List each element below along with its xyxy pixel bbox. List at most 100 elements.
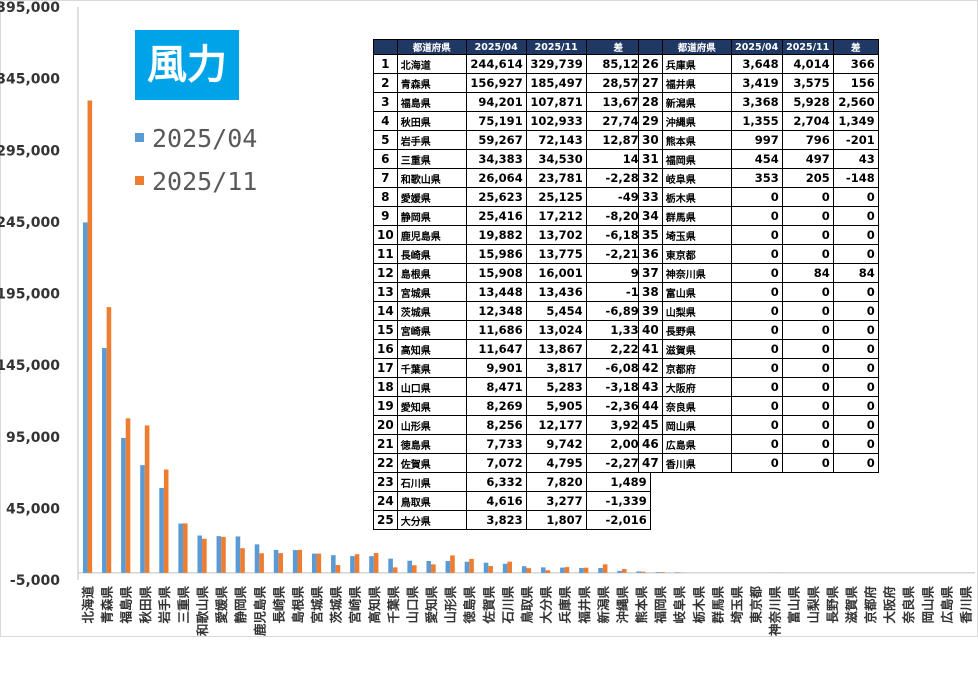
bar-2025-11: [221, 536, 226, 573]
table-row: 9 静岡県 25,416 17,212 -8,204: [373, 206, 651, 226]
value-diff: 1,349: [832, 111, 879, 131]
row-number: 13: [373, 282, 398, 302]
x-tick-label: 埼玉県: [729, 586, 744, 624]
prefecture-name: 兵庫県: [661, 54, 732, 74]
value-2025-11: 2,704: [781, 111, 834, 131]
x-tick-label: 北海道: [81, 586, 96, 624]
prefecture-name: 高知県: [396, 339, 467, 359]
value-diff: -6,894: [585, 301, 651, 321]
value-2025-11: 5,283: [525, 377, 587, 397]
prefecture-name: 千葉県: [396, 358, 467, 378]
bar-2025-11: [182, 523, 188, 573]
row-number: 36: [638, 244, 663, 264]
x-tick-label: 奈良県: [901, 586, 916, 625]
bar-2025-11: [507, 561, 513, 573]
bar-2025-11: [641, 571, 646, 573]
bar-2025-04: [521, 566, 527, 573]
value-2025-04: 0: [730, 263, 783, 283]
value-2025-04: 15,986: [465, 244, 527, 264]
bar-2025-11: [106, 307, 112, 573]
value-2025-04: 11,686: [465, 320, 527, 340]
value-diff: 156: [832, 73, 879, 93]
header-prefecture: 都道府県: [661, 39, 732, 55]
value-2025-04: 94,201: [465, 92, 527, 112]
row-number: 34: [638, 206, 663, 226]
prefecture-name: 広島県: [661, 434, 732, 454]
bar-2025-04: [159, 487, 164, 573]
prefecture-name: 鳥取県: [396, 491, 467, 511]
value-diff: 0: [832, 282, 879, 302]
table-row: 36 東京都 0 0 0: [638, 244, 879, 264]
x-tick-label: 愛知県: [424, 586, 439, 624]
value-2025-11: 5,928: [781, 92, 834, 112]
value-2025-11: 0: [781, 396, 834, 416]
value-2025-11: 796: [781, 130, 834, 150]
value-2025-11: 34,530: [525, 149, 587, 169]
prefecture-name: 三重県: [396, 149, 467, 169]
value-diff: 0: [832, 434, 879, 454]
value-2025-11: 0: [781, 225, 834, 245]
row-number: 31: [638, 149, 663, 169]
bar-2025-11: [488, 565, 493, 573]
x-tick-label: 岡山県: [920, 586, 935, 624]
prefecture-name: 福岡県: [661, 149, 732, 169]
value-diff: 0: [832, 377, 879, 397]
x-tick-label: 山口県: [405, 586, 420, 624]
prefecture-name: 愛知県: [396, 396, 467, 416]
bar-2025-04: [331, 555, 336, 573]
table-row: 23 石川県 6,332 7,820 1,489: [373, 472, 651, 492]
table-row: 37 神奈川県 0 84 84: [638, 263, 879, 283]
table-row: 29 沖縄県 1,355 2,704 1,349: [638, 111, 879, 131]
bar-2025-11: [259, 553, 264, 573]
prefecture-name: 岩手県: [396, 130, 467, 150]
value-2025-04: 0: [730, 358, 783, 378]
value-diff: 28,570: [585, 73, 651, 93]
value-diff: -2,283: [585, 168, 651, 188]
row-number: 43: [638, 377, 663, 397]
row-number: 14: [373, 301, 398, 321]
prefecture-name: 秋田県: [396, 111, 467, 131]
value-2025-04: 7,733: [465, 434, 527, 454]
y-tick-label: 95,000: [6, 430, 60, 446]
table-row: 44 奈良県 0 0 0: [638, 396, 879, 416]
value-2025-11: 0: [781, 282, 834, 302]
bar-2025-04: [82, 222, 88, 573]
value-diff: 0: [832, 244, 879, 264]
table-row: 31 福岡県 454 497 43: [638, 149, 879, 169]
x-tick-label: 高知県: [367, 586, 382, 624]
table-row: 45 岡山県 0 0 0: [638, 415, 879, 435]
value-2025-04: 0: [730, 206, 783, 226]
bar-2025-04: [273, 549, 279, 573]
prefecture-name: 神奈川県: [661, 263, 732, 283]
prefecture-name: 福井県: [661, 73, 732, 93]
x-tick-label: 山形県: [443, 586, 458, 624]
table-row: 41 滋賀県 0 0 0: [638, 339, 879, 359]
x-tick-label: 大阪府: [882, 586, 897, 624]
table-row: 10 鹿児島県 19,882 13,702 -6,180: [373, 225, 651, 245]
value-diff: 2,560: [832, 92, 879, 112]
bar-2025-04: [178, 523, 183, 573]
table-row: 22 佐賀県 7,072 4,795 -2,277: [373, 453, 651, 473]
table-row: 16 高知県 11,647 13,867 2,220: [373, 339, 651, 359]
x-tick-label: 青森県: [100, 586, 115, 624]
prefecture-name: 鹿児島県: [396, 225, 467, 245]
bar-2025-11: [87, 100, 93, 573]
table-row: 34 群馬県 0 0 0: [638, 206, 879, 226]
x-tick-label: 滋賀県: [844, 586, 859, 624]
x-tick-label: 神奈川県: [768, 586, 783, 637]
prefecture-name: 石川県: [396, 472, 467, 492]
prefecture-name: 香川県: [661, 453, 732, 473]
value-diff: 2,009: [585, 434, 651, 454]
x-tick-label: 福井県: [577, 586, 592, 625]
value-2025-11: 13,024: [525, 320, 587, 340]
prefecture-name: 富山県: [661, 282, 732, 302]
value-2025-11: 0: [781, 244, 834, 264]
table-row: 39 山梨県 0 0 0: [638, 301, 879, 321]
bar-2025-11: [335, 565, 341, 573]
value-2025-11: 84: [781, 263, 834, 283]
row-number: 41: [638, 339, 663, 359]
value-2025-11: 329,739: [525, 54, 587, 74]
value-2025-04: 4,616: [465, 491, 527, 511]
